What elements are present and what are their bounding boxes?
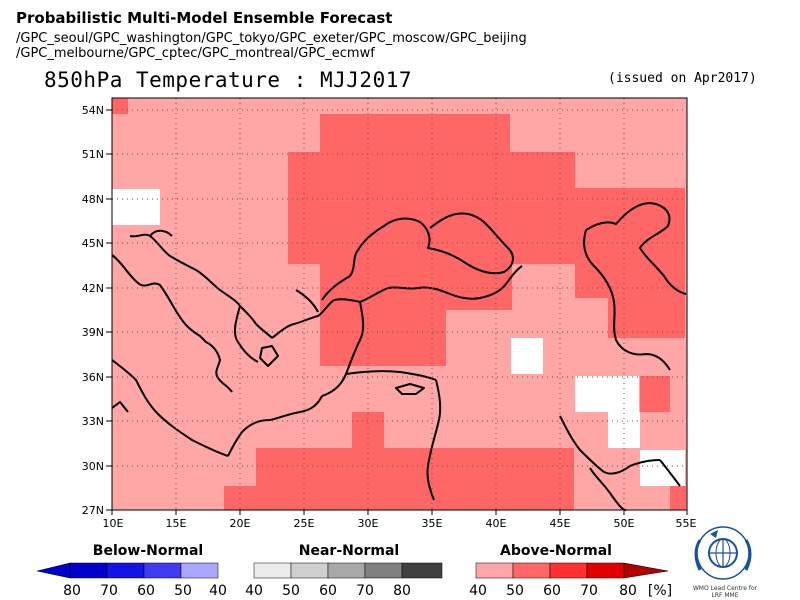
lat-label: 48N	[82, 193, 104, 206]
coastlines	[111, 202, 687, 511]
lon-label: 20E	[230, 517, 251, 530]
lat-labels: 54N 51N 48N 45N 42N 39N 36N 33N 30N 27N	[82, 104, 104, 517]
legend-near-normal: Near-Normal 40 50 60 70 80	[245, 543, 443, 599]
lat-label: 42N	[82, 282, 104, 295]
legend-tick: 50	[282, 583, 300, 599]
lon-label: 25E	[294, 517, 315, 530]
legend-near-title: Near-Normal	[299, 543, 399, 559]
lat-label: 27N	[82, 504, 104, 517]
axis-ticks	[106, 109, 688, 515]
legend-swatch	[69, 562, 108, 579]
legend-tick: 60	[543, 583, 561, 599]
legend-swatch	[180, 562, 219, 579]
lat-label: 45N	[82, 237, 104, 250]
legend-tick: 50	[174, 583, 192, 599]
map-title: 850hPa Temperature : MJJ2017	[44, 68, 413, 92]
lon-label: 15E	[166, 517, 187, 530]
legend-tick: 60	[137, 583, 155, 599]
legend-below-title: Below-Normal	[93, 543, 203, 559]
legend-tick: 40	[209, 583, 227, 599]
lat-label: 33N	[82, 415, 104, 428]
lon-labels: 10E 15E 20E 25E 30E 35E 40E 45E 50E 55E	[103, 517, 697, 530]
legend-swatch	[475, 562, 514, 579]
legend-above-arrow	[623, 562, 669, 579]
lon-label: 40E	[486, 517, 507, 530]
lon-label: 45E	[550, 517, 571, 530]
lat-label: 51N	[82, 148, 104, 161]
above-normal-50-region	[112, 98, 686, 510]
legend-unit: [%]	[648, 583, 672, 599]
legend-swatch	[290, 562, 329, 579]
legend-tick: 40	[469, 583, 487, 599]
no-signal-cells	[112, 189, 685, 486]
legend-tick: 60	[319, 583, 337, 599]
legend-below-normal: Below-Normal 80 70 60 50 40	[36, 543, 227, 599]
gpc-source-line-1: /GPC_seoul/GPC_washington/GPC_tokyo/GPC_…	[16, 31, 527, 46]
legend-tick: 70	[580, 583, 598, 599]
legend-tick: 40	[245, 583, 263, 599]
legend-swatch	[512, 562, 551, 579]
legend-above-normal: Above-Normal 40 50 60 70 80 [%]	[469, 543, 672, 599]
lat-label: 30N	[82, 460, 104, 473]
lat-lon-grid	[112, 98, 687, 510]
lon-label: 55E	[676, 517, 697, 530]
legend-tick: 50	[506, 583, 524, 599]
legend-tick: 80	[393, 583, 411, 599]
legend-swatch	[364, 562, 403, 579]
legend-swatch	[253, 562, 292, 579]
lon-label: 35E	[422, 517, 443, 530]
legend-swatch	[401, 562, 443, 579]
lat-label: 39N	[82, 326, 104, 339]
gpc-source-list: /GPC_seoul/GPC_washington/GPC_tokyo/GPC_…	[16, 31, 656, 61]
lat-label: 54N	[82, 104, 104, 117]
lat-label: 36N	[82, 371, 104, 384]
lon-label: 10E	[103, 517, 124, 530]
legend-swatch	[327, 562, 366, 579]
legend-tick: 70	[100, 583, 118, 599]
legend-below-arrow	[36, 562, 71, 579]
legend-tick: 70	[356, 583, 374, 599]
legend-above-title: Above-Normal	[500, 543, 612, 559]
legend-tick: 80	[63, 583, 81, 599]
lon-label: 50E	[614, 517, 635, 530]
legend-swatch	[106, 562, 145, 579]
legend-tick: 80	[619, 583, 637, 599]
map-frame	[111, 97, 688, 511]
gpc-source-line-2: /GPC_melbourne/GPC_cptec/GPC_montreal/GP…	[16, 46, 375, 61]
legend-swatch	[549, 562, 588, 579]
issued-date: (issued on Apr2017)	[608, 71, 757, 86]
wmo-logo-icon	[694, 526, 752, 580]
legend-swatch	[143, 562, 182, 579]
map-panel: 54N 51N 48N 45N 42N 39N 36N 33N 30N 27N …	[82, 97, 697, 530]
forecast-title: Probabilistic Multi-Model Ensemble Forec…	[16, 9, 393, 27]
lon-label: 30E	[358, 517, 379, 530]
wmo-logo-caption: WMO Lead Centre for LRF MME	[692, 585, 758, 599]
legend-swatch	[586, 562, 625, 579]
